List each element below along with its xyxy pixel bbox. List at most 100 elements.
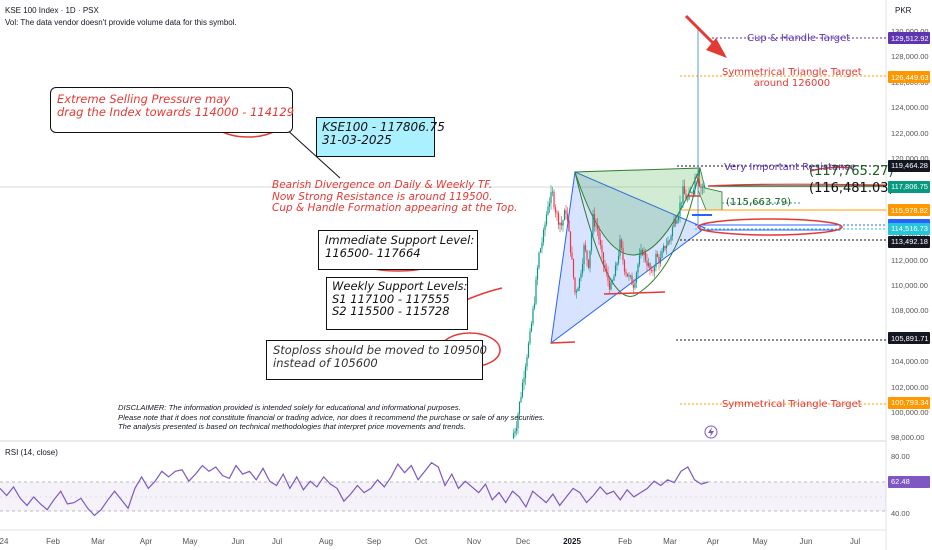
- candle-body: [586, 250, 588, 260]
- bearish-divergence-note[interactable]: Bearish Divergence on Daily & Weekly TF.…: [272, 179, 517, 215]
- candle-body: [676, 220, 678, 224]
- candle-body: [628, 275, 630, 277]
- time-tick: Mar: [91, 537, 105, 546]
- candle-body: [554, 207, 557, 213]
- candle-body: [703, 184, 705, 188]
- candle-body: [577, 288, 579, 292]
- weekly-support-note[interactable]: Weekly Support Levels: S1 117100 - 11755…: [326, 277, 468, 330]
- price-level-badge: 126,449.63: [888, 71, 930, 84]
- candle-body: [623, 260, 626, 272]
- candle-body: [679, 202, 681, 216]
- price-tick: 122,000.00: [891, 128, 929, 138]
- price-level-badge: 100,793.34: [888, 396, 930, 409]
- red-stroke-green-range: [707, 183, 887, 187]
- candle-body: [695, 176, 698, 178]
- candle-body: [662, 246, 665, 252]
- time-tick: Oct: [414, 537, 428, 546]
- candle-body: [566, 213, 569, 221]
- candle-body: [698, 180, 701, 187]
- candle-body: [556, 212, 558, 214]
- candle-body: [517, 414, 519, 428]
- candle-body: [668, 240, 671, 242]
- note-line: 116500- 117664: [325, 245, 421, 260]
- price-tick: 98,000.00: [891, 433, 925, 443]
- note-line: 31-03-2025: [322, 133, 392, 148]
- candle-body: [545, 214, 548, 225]
- candle-body: [578, 278, 581, 289]
- immediate-support-note[interactable]: Immediate Support Level: 116500- 117664: [318, 230, 478, 270]
- candle-body: [527, 343, 530, 358]
- candle-body: [551, 191, 554, 193]
- candle-body: [535, 279, 537, 304]
- time-tick: Dec: [515, 537, 531, 546]
- pattern-high-label: (117,765.27): [809, 164, 894, 179]
- time-tick: Jun: [231, 537, 245, 546]
- red-stroke-weekly: [465, 287, 503, 301]
- candle-body: [691, 192, 693, 194]
- candle-body: [682, 186, 684, 203]
- candle-body: [652, 270, 654, 272]
- price-tick: 100,000.00: [891, 408, 929, 417]
- price-level-badge: 117,806.75: [888, 180, 930, 193]
- price-tick: 110,000.00: [891, 281, 928, 290]
- price-tick: 130,000.00: [891, 27, 929, 36]
- candle-body: [680, 202, 683, 203]
- disclaimer-line: Please note that it does not constitute …: [118, 412, 545, 422]
- note-line: Extreme Selling Pressure may: [57, 92, 231, 106]
- kse-close-note[interactable]: KSE100 - 117806.75 31-03-2025: [316, 117, 445, 157]
- candle-body: [533, 303, 536, 309]
- time-tick: Jul: [849, 537, 861, 546]
- candle-body: [557, 213, 560, 225]
- candle-body: [544, 224, 546, 230]
- candle-body: [542, 229, 545, 243]
- candle-body: [541, 242, 543, 249]
- candle-body: [518, 401, 521, 415]
- candle-body: [686, 199, 689, 201]
- disclaimer-line: The analysis presented is based on techn…: [118, 422, 466, 432]
- candle-body: [583, 245, 585, 265]
- cup-handle-target-label: Cup & Handle Target: [747, 33, 851, 44]
- note-line: Now Strong Resistance is around 119500.: [272, 190, 493, 203]
- cup-handle-lower: [574, 167, 701, 297]
- price-tick: 120,000.00: [891, 154, 929, 163]
- candle-body: [613, 276, 615, 281]
- disclaimer-line: DISCLAIMER: The information provided is …: [118, 403, 461, 412]
- candle-body: [631, 275, 633, 285]
- selling-pressure-note[interactable]: Extreme Selling Pressure may drag the In…: [50, 87, 294, 133]
- note-line: Weekly Support Levels:: [332, 279, 468, 293]
- label-line: around 126000: [753, 78, 831, 89]
- candle-body: [674, 219, 677, 224]
- candle-body: [665, 245, 668, 249]
- time-tick: Nov: [466, 537, 482, 546]
- candle-body: [670, 236, 672, 241]
- candle-body: [548, 203, 551, 207]
- price-tick: 108,000.00: [891, 306, 929, 316]
- candle-body: [590, 234, 593, 251]
- time-tick: Feb: [618, 537, 632, 546]
- price-level-badge: 115,978.82: [888, 204, 930, 217]
- candle-body: [536, 267, 539, 280]
- candle-body: [650, 270, 653, 272]
- candle-body: [610, 282, 612, 290]
- candle-body: [626, 273, 629, 277]
- candle-body: [658, 256, 660, 264]
- time-tick: Feb: [46, 537, 60, 546]
- price-level-badge: 114,516.73: [888, 222, 930, 235]
- candle-body: [584, 245, 587, 251]
- candle-body: [589, 250, 591, 268]
- candle-body: [656, 254, 659, 257]
- candle-body: [538, 252, 540, 268]
- candle-body: [659, 257, 662, 264]
- time-tick: Mar: [663, 537, 677, 546]
- candle-body: [560, 222, 563, 226]
- time-tick: Aug: [318, 537, 334, 546]
- candle-body: [514, 431, 516, 434]
- stoploss-note[interactable]: Stoploss should be moved to 109500 inste…: [266, 340, 487, 380]
- price-level-badge: 113,492.18: [888, 235, 930, 248]
- candle-body: [611, 280, 614, 283]
- candle-body: [700, 186, 702, 188]
- candle-body: [673, 219, 675, 227]
- candle-body: [635, 272, 638, 283]
- candle-body: [685, 194, 687, 201]
- candle-body: [598, 229, 600, 240]
